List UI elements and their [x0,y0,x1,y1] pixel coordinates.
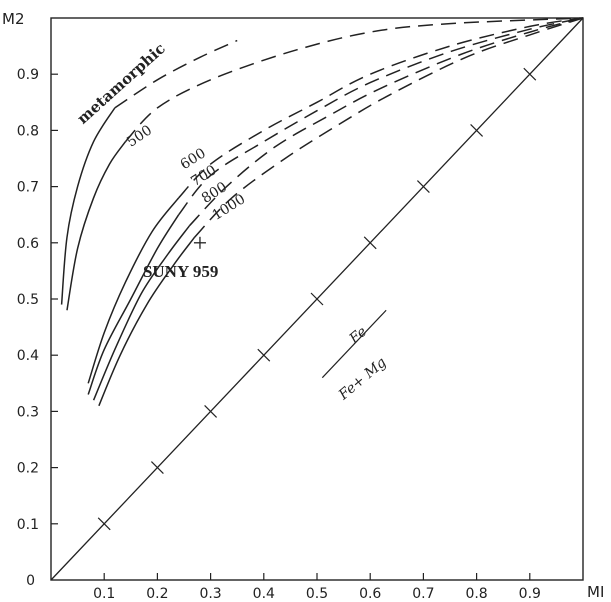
curve-700-dashed [178,17,584,216]
x-tick-label: 0.1 [93,586,115,602]
origin-label: 0 [26,573,35,589]
diagonal-tick [97,517,111,531]
diagonal-tick [470,123,484,137]
y-tick-label: 0.4 [17,348,39,364]
curve-metamorphic-solid [60,107,116,305]
curve-500-solid [66,141,127,311]
curve-1000-solid [98,236,196,407]
curve-600-dashed [178,17,584,199]
curve-600-solid [87,197,180,384]
diagonal-tick [257,348,271,362]
curve-800-solid [92,225,190,401]
y-tick-label: 0.3 [17,404,39,420]
y-tick-label: 0.9 [17,67,39,83]
x-axis-label: MI [587,583,604,601]
x-tick-label: 0.7 [412,586,434,602]
fraction-annotation: Fe Fe+ Mg [321,309,390,404]
x-tick-label: 0.3 [199,586,221,602]
curve-1000-dashed [194,17,584,238]
diagonal-tick [363,236,377,250]
diagonal-tick [310,292,324,306]
y-axis-ticks: 0.1 0.2 0.3 0.4 0.5 0.6 0.7 0.8 0.9 [17,67,58,533]
x-tick-label: 0.6 [359,586,381,602]
diagonal-tick [204,404,218,418]
fraction-bar [321,309,387,379]
diagonal-tick [523,67,537,81]
sample-point-marker [193,236,206,249]
diagonal-tick [150,461,164,475]
curve-500-dashed [124,17,584,143]
diagonal-tick [416,180,430,194]
fraction-numerator: Fe [346,324,370,348]
y-tick-label: 0.2 [17,461,39,477]
y-tick-label: 0.5 [17,292,39,308]
y-tick-label: 0.7 [17,180,39,196]
y-tick-label: 0.6 [17,236,39,252]
series-label-500: 500 [124,122,155,150]
x-tick-label: 0.4 [253,586,275,602]
curve-700-solid [87,214,180,395]
sample-point-label: SUNY 959 [143,262,218,281]
x-tick-label: 0.9 [519,586,541,602]
x-axis-ticks: 0.1 0.2 0.3 0.4 0.5 0.6 0.7 0.8 0.9 [93,573,541,602]
reference-diagonal [50,17,584,581]
isotherm-curves [60,17,584,407]
series-label-metamorphic: metamorphic [74,39,169,127]
x-tick-label: 0.8 [465,586,487,602]
curve-metamorphic-dashed [114,39,238,109]
curve-800-dashed [188,17,584,227]
y-axis-label: M2 [2,10,25,28]
y-tick-label: 0.8 [17,123,39,139]
fraction-denominator: Fe+ Mg [335,354,390,403]
y-tick-label: 0.1 [17,517,39,533]
x-tick-label: 0.2 [146,586,168,602]
x-tick-label: 0.5 [306,586,328,602]
